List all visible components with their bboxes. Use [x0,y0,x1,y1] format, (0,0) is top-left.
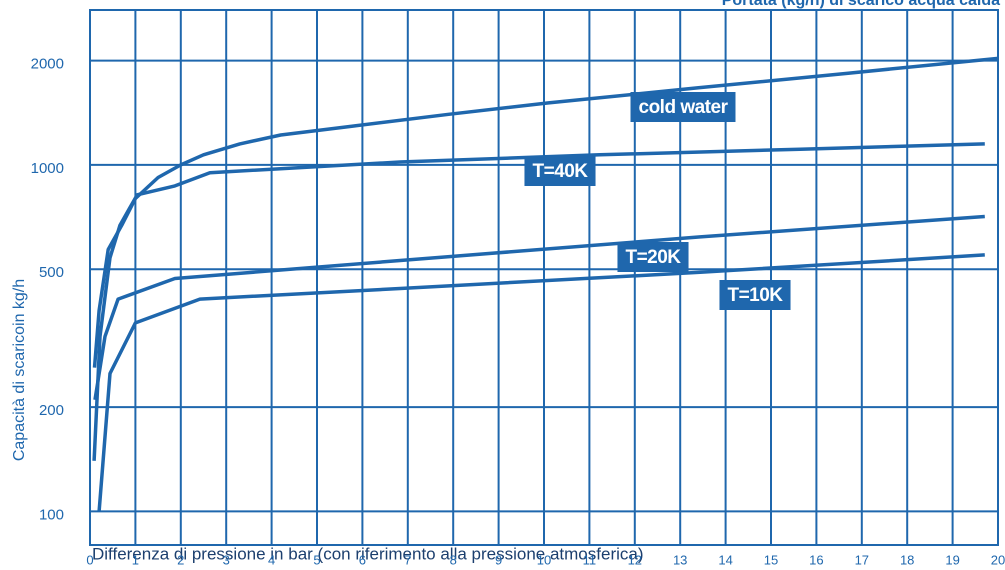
x-tick-label: 9 [495,552,502,567]
y-tick-label: 200 [39,402,64,419]
x-tick-label: 12 [628,552,642,567]
x-tick-label: 19 [945,552,959,567]
x-tick-label: 8 [450,552,457,567]
x-tick-label: 2 [177,552,184,567]
y-tick-label: 100 [39,506,64,523]
series-line [97,253,985,512]
x-tick-label: 20 [991,552,1005,567]
y-tick-label: 500 [39,264,64,281]
x-tick-label: 17 [855,552,869,567]
x-tick-label: 3 [223,552,230,567]
x-tick-label: 11 [583,552,597,567]
x-tick-label: 4 [268,552,275,567]
series-line [93,214,985,401]
plot: 0 1 2 3 4 5 6 7 8 9 10 11 12 13 14 15 16 17 18 19 2010020050… [31,9,1005,567]
series-label: T=10K [727,285,783,306]
x-tick-label: 1 [132,552,139,567]
series-label: T=40K [532,161,588,182]
x-tick-label: 10 [537,552,551,567]
x-tick-label: 14 [718,552,732,567]
x-tick-label: 15 [764,552,778,567]
chart-title: Portata (kg/h) di scarico acqua calda [722,0,1000,9]
y-tick-label: 1000 [31,160,64,177]
y-tick-label: 2000 [31,56,64,73]
series-label-box [719,280,791,310]
x-tick-label: 16 [809,552,823,567]
series-label: T=20K [625,247,681,268]
x-tick-label: 0 [86,552,93,567]
x-axis-label: Differenza di pressione in bar (con rife… [92,544,644,563]
series-label: cold water [639,97,729,118]
series-line [92,142,985,461]
y-axis-label: Capacità di scaricoin kg/h [11,279,28,461]
series-label-box [630,92,736,122]
x-tick-label: 18 [900,552,914,567]
x-tick-label: 13 [673,552,687,567]
series-label-box [524,156,596,186]
x-tick-label: 6 [359,552,366,567]
x-tick-label: 7 [404,552,411,567]
series-label-box [617,242,689,272]
x-tick-label: 5 [313,552,320,567]
